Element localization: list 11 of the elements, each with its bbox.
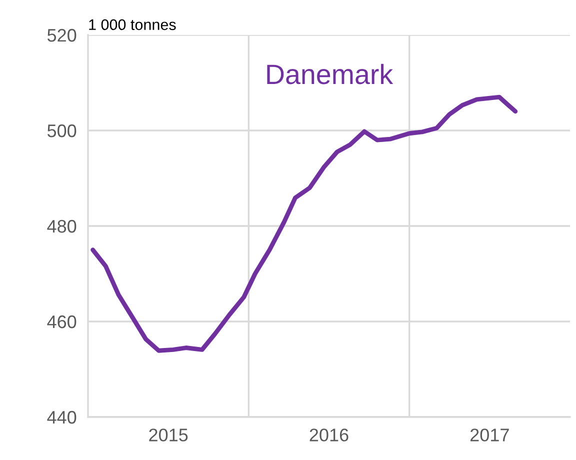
y-tick-label: 520 [47,28,76,42]
y-tick-label: 440 [47,410,76,424]
text: Danemark [267,64,394,84]
y-tick-label: 500 [47,124,76,138]
line-series [90,94,518,353]
y-axis-title: 1 000 tonnes [89,19,176,30]
y-tick-label: 480 [47,220,76,233]
x-tick-label: 2017 [470,428,509,442]
x-tick-label: 2015 [149,428,188,442]
y-tick-label: 460 [47,315,76,328]
x-tick-label: 2016 [310,428,348,442]
